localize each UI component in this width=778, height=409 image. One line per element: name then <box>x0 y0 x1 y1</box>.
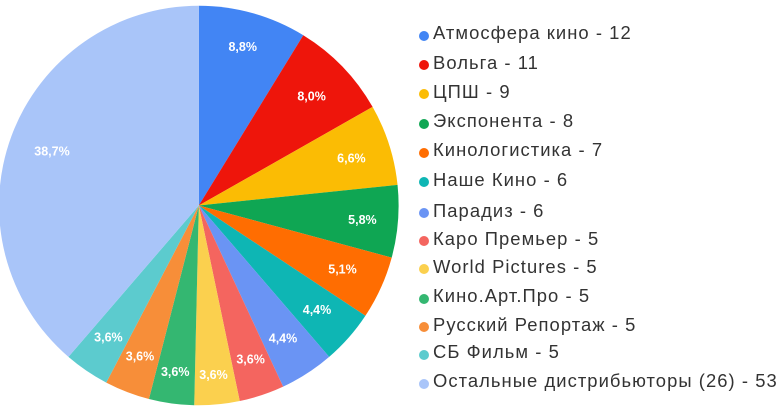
svg-text:6,6%: 6,6% <box>337 152 366 166</box>
svg-text:3,6%: 3,6% <box>94 331 123 345</box>
svg-text:5,8%: 5,8% <box>348 213 377 227</box>
svg-text:8,0%: 8,0% <box>297 90 326 104</box>
svg-text:38,7%: 38,7% <box>34 145 69 159</box>
svg-text:3,6%: 3,6% <box>199 368 228 382</box>
svg-text:5,1%: 5,1% <box>328 263 357 277</box>
svg-text:8,8%: 8,8% <box>228 40 257 54</box>
svg-text:4,4%: 4,4% <box>269 332 298 346</box>
svg-text:3,6%: 3,6% <box>126 350 155 364</box>
svg-text:3,6%: 3,6% <box>161 365 190 379</box>
svg-text:4,4%: 4,4% <box>303 303 332 317</box>
svg-text:3,6%: 3,6% <box>236 353 265 367</box>
